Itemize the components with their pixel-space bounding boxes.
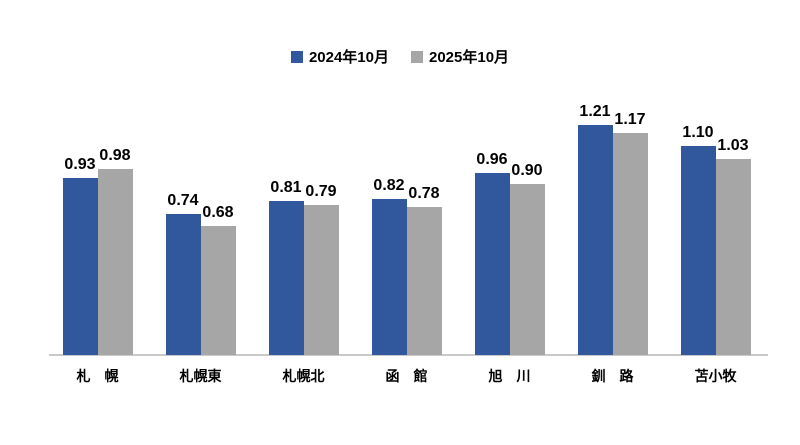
value-label-series0-group0: 0.93 (64, 156, 96, 173)
value-label-series0-group6: 1.10 (682, 124, 714, 141)
category-label-0: 札 幌 (76, 368, 119, 384)
bar-series1-group5 (612, 133, 648, 355)
bar-series1-group6 (715, 159, 751, 355)
value-label-series0-group1: 0.74 (167, 192, 199, 209)
value-label-series1-group5: 1.17 (614, 111, 646, 128)
category-label-5: 釧 路 (591, 368, 634, 384)
value-label-series0-group4: 0.96 (476, 151, 508, 168)
bar-series1-group1 (200, 226, 236, 355)
category-label-4: 旭 川 (488, 368, 531, 384)
category-label-2: 札幌北 (282, 368, 325, 384)
bar-series0-group3 (371, 199, 407, 355)
value-label-series1-group1: 0.68 (202, 204, 234, 221)
bar-series0-group4 (474, 173, 510, 355)
value-label-series0-group2: 0.81 (270, 179, 302, 196)
bar-series0-group6 (680, 146, 716, 355)
bar-series0-group5 (577, 125, 613, 355)
bar-series0-group2 (268, 201, 304, 355)
value-label-series0-group5: 1.21 (579, 103, 611, 120)
category-label-6: 苫小牧 (694, 368, 737, 384)
category-label-3: 函 館 (385, 368, 428, 384)
bar-series0-group1 (165, 214, 201, 355)
legend-label-2025: 2025年10月 (429, 49, 510, 66)
legend-label-2024: 2024年10月 (308, 49, 389, 66)
category-label-1: 札幌東 (179, 368, 222, 384)
value-label-series1-group3: 0.78 (408, 185, 440, 202)
legend-item-2025: 2025年10月 (411, 46, 509, 67)
legend-swatch-2024 (290, 50, 303, 63)
bar-series1-group2 (303, 205, 339, 355)
bar-series1-group4 (509, 184, 545, 355)
legend: 2024年10月 2025年10月 (0, 46, 800, 67)
value-label-series1-group4: 0.90 (511, 162, 543, 179)
value-label-series1-group0: 0.98 (99, 147, 131, 164)
value-label-series1-group6: 1.03 (717, 137, 749, 154)
bar-series1-group0 (97, 169, 133, 355)
legend-item-2024: 2024年10月 (290, 46, 389, 67)
legend-swatch-2025 (411, 50, 423, 63)
bar-series0-group0 (62, 178, 98, 355)
value-label-series0-group3: 0.82 (373, 177, 405, 194)
x-axis-line (49, 354, 768, 356)
value-label-series1-group2: 0.79 (305, 183, 337, 200)
bar-series1-group3 (406, 207, 442, 355)
